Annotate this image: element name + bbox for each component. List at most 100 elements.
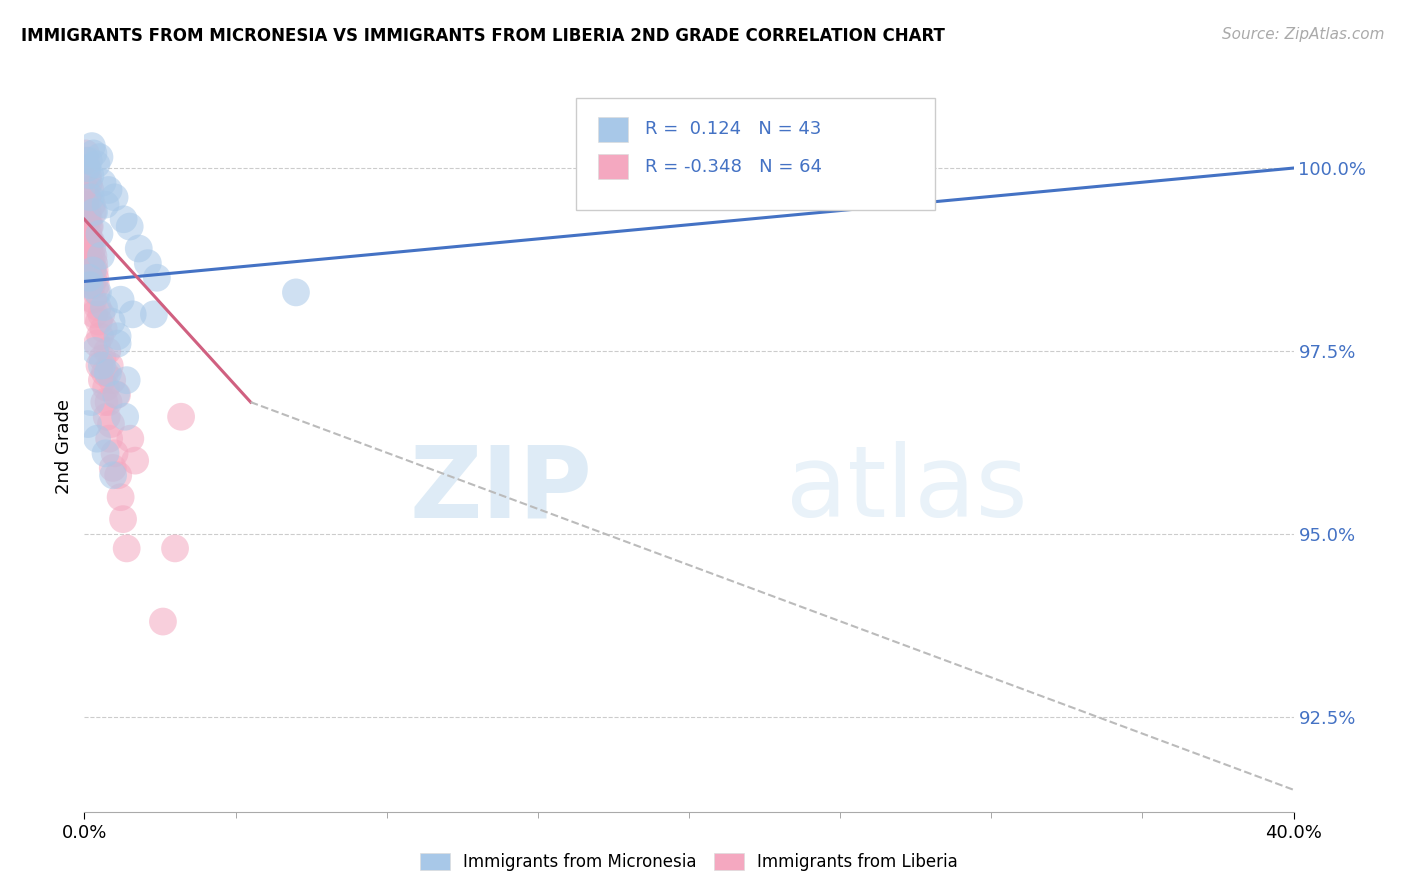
- Point: [86, 336, 108, 351]
- Point: [82, 249, 104, 263]
- Point: [89, 329, 111, 343]
- Point: [128, 242, 150, 256]
- Point: [285, 285, 308, 300]
- Point: [79, 234, 101, 248]
- Point: [110, 293, 132, 307]
- Point: [76, 190, 98, 204]
- Point: [77, 219, 100, 234]
- Point: [115, 373, 138, 387]
- Point: [107, 329, 129, 343]
- Point: [105, 388, 128, 402]
- Text: IMMIGRANTS FROM MICRONESIA VS IMMIGRANTS FROM LIBERIA 2ND GRADE CORRELATION CHAR: IMMIGRANTS FROM MICRONESIA VS IMMIGRANTS…: [21, 27, 945, 45]
- Point: [80, 139, 103, 153]
- Point: [75, 197, 97, 211]
- Point: [89, 227, 111, 241]
- Point: [112, 212, 135, 227]
- Point: [118, 219, 141, 234]
- Point: [114, 409, 136, 424]
- Point: [98, 359, 121, 373]
- Point: [83, 205, 105, 219]
- Point: [83, 307, 105, 321]
- Point: [84, 343, 107, 358]
- Point: [97, 395, 120, 409]
- Point: [86, 300, 108, 314]
- Point: [98, 432, 121, 446]
- Point: [76, 205, 98, 219]
- Point: [91, 351, 114, 366]
- Point: [104, 190, 127, 204]
- Point: [136, 256, 159, 270]
- Point: [79, 242, 101, 256]
- Point: [110, 490, 132, 504]
- Point: [77, 417, 100, 431]
- Point: [96, 343, 118, 358]
- Point: [86, 157, 108, 171]
- Point: [121, 307, 143, 321]
- Point: [94, 446, 117, 460]
- Point: [152, 615, 174, 629]
- Point: [104, 446, 127, 460]
- Point: [84, 270, 107, 285]
- Point: [112, 512, 135, 526]
- Point: [101, 373, 124, 387]
- Point: [170, 409, 193, 424]
- Text: R = -0.348   N = 64: R = -0.348 N = 64: [645, 158, 823, 176]
- Point: [80, 395, 103, 409]
- Point: [86, 285, 108, 300]
- Point: [79, 219, 101, 234]
- Point: [79, 278, 101, 293]
- Point: [82, 242, 104, 256]
- Text: atlas: atlas: [786, 442, 1028, 539]
- Point: [90, 373, 112, 387]
- Point: [142, 307, 165, 321]
- Point: [89, 150, 111, 164]
- Point: [80, 278, 103, 293]
- Point: [84, 278, 107, 293]
- Y-axis label: 2nd Grade: 2nd Grade: [55, 399, 73, 493]
- Point: [90, 249, 112, 263]
- Point: [97, 366, 120, 380]
- Point: [83, 256, 105, 270]
- Point: [105, 388, 128, 402]
- Point: [80, 197, 103, 211]
- Point: [76, 161, 98, 175]
- Point: [90, 359, 112, 373]
- Point: [75, 146, 97, 161]
- Point: [80, 249, 103, 263]
- Point: [86, 432, 108, 446]
- Point: [79, 169, 101, 183]
- Point: [82, 293, 104, 307]
- Point: [79, 183, 101, 197]
- Legend: Immigrants from Micronesia, Immigrants from Liberia: Immigrants from Micronesia, Immigrants f…: [413, 846, 965, 878]
- Point: [77, 270, 100, 285]
- Point: [100, 315, 122, 329]
- Point: [87, 315, 110, 329]
- Point: [115, 541, 138, 556]
- Point: [83, 263, 105, 277]
- Point: [107, 336, 129, 351]
- Point: [97, 183, 120, 197]
- Point: [107, 468, 129, 483]
- Point: [93, 395, 115, 409]
- Point: [77, 176, 100, 190]
- Text: Source: ZipAtlas.com: Source: ZipAtlas.com: [1222, 27, 1385, 42]
- Point: [94, 366, 117, 380]
- Point: [94, 197, 117, 211]
- Point: [77, 169, 100, 183]
- Point: [101, 468, 124, 483]
- Point: [80, 234, 103, 248]
- Point: [124, 453, 146, 467]
- Point: [77, 153, 100, 168]
- Point: [82, 146, 104, 161]
- Point: [82, 205, 104, 219]
- Point: [87, 285, 110, 300]
- Text: R =  0.124   N = 43: R = 0.124 N = 43: [645, 120, 821, 138]
- Point: [75, 153, 97, 168]
- Point: [146, 270, 169, 285]
- Point: [77, 227, 100, 241]
- Point: [82, 263, 104, 277]
- Point: [93, 322, 115, 336]
- Point: [82, 263, 104, 277]
- Point: [89, 359, 111, 373]
- Point: [120, 432, 142, 446]
